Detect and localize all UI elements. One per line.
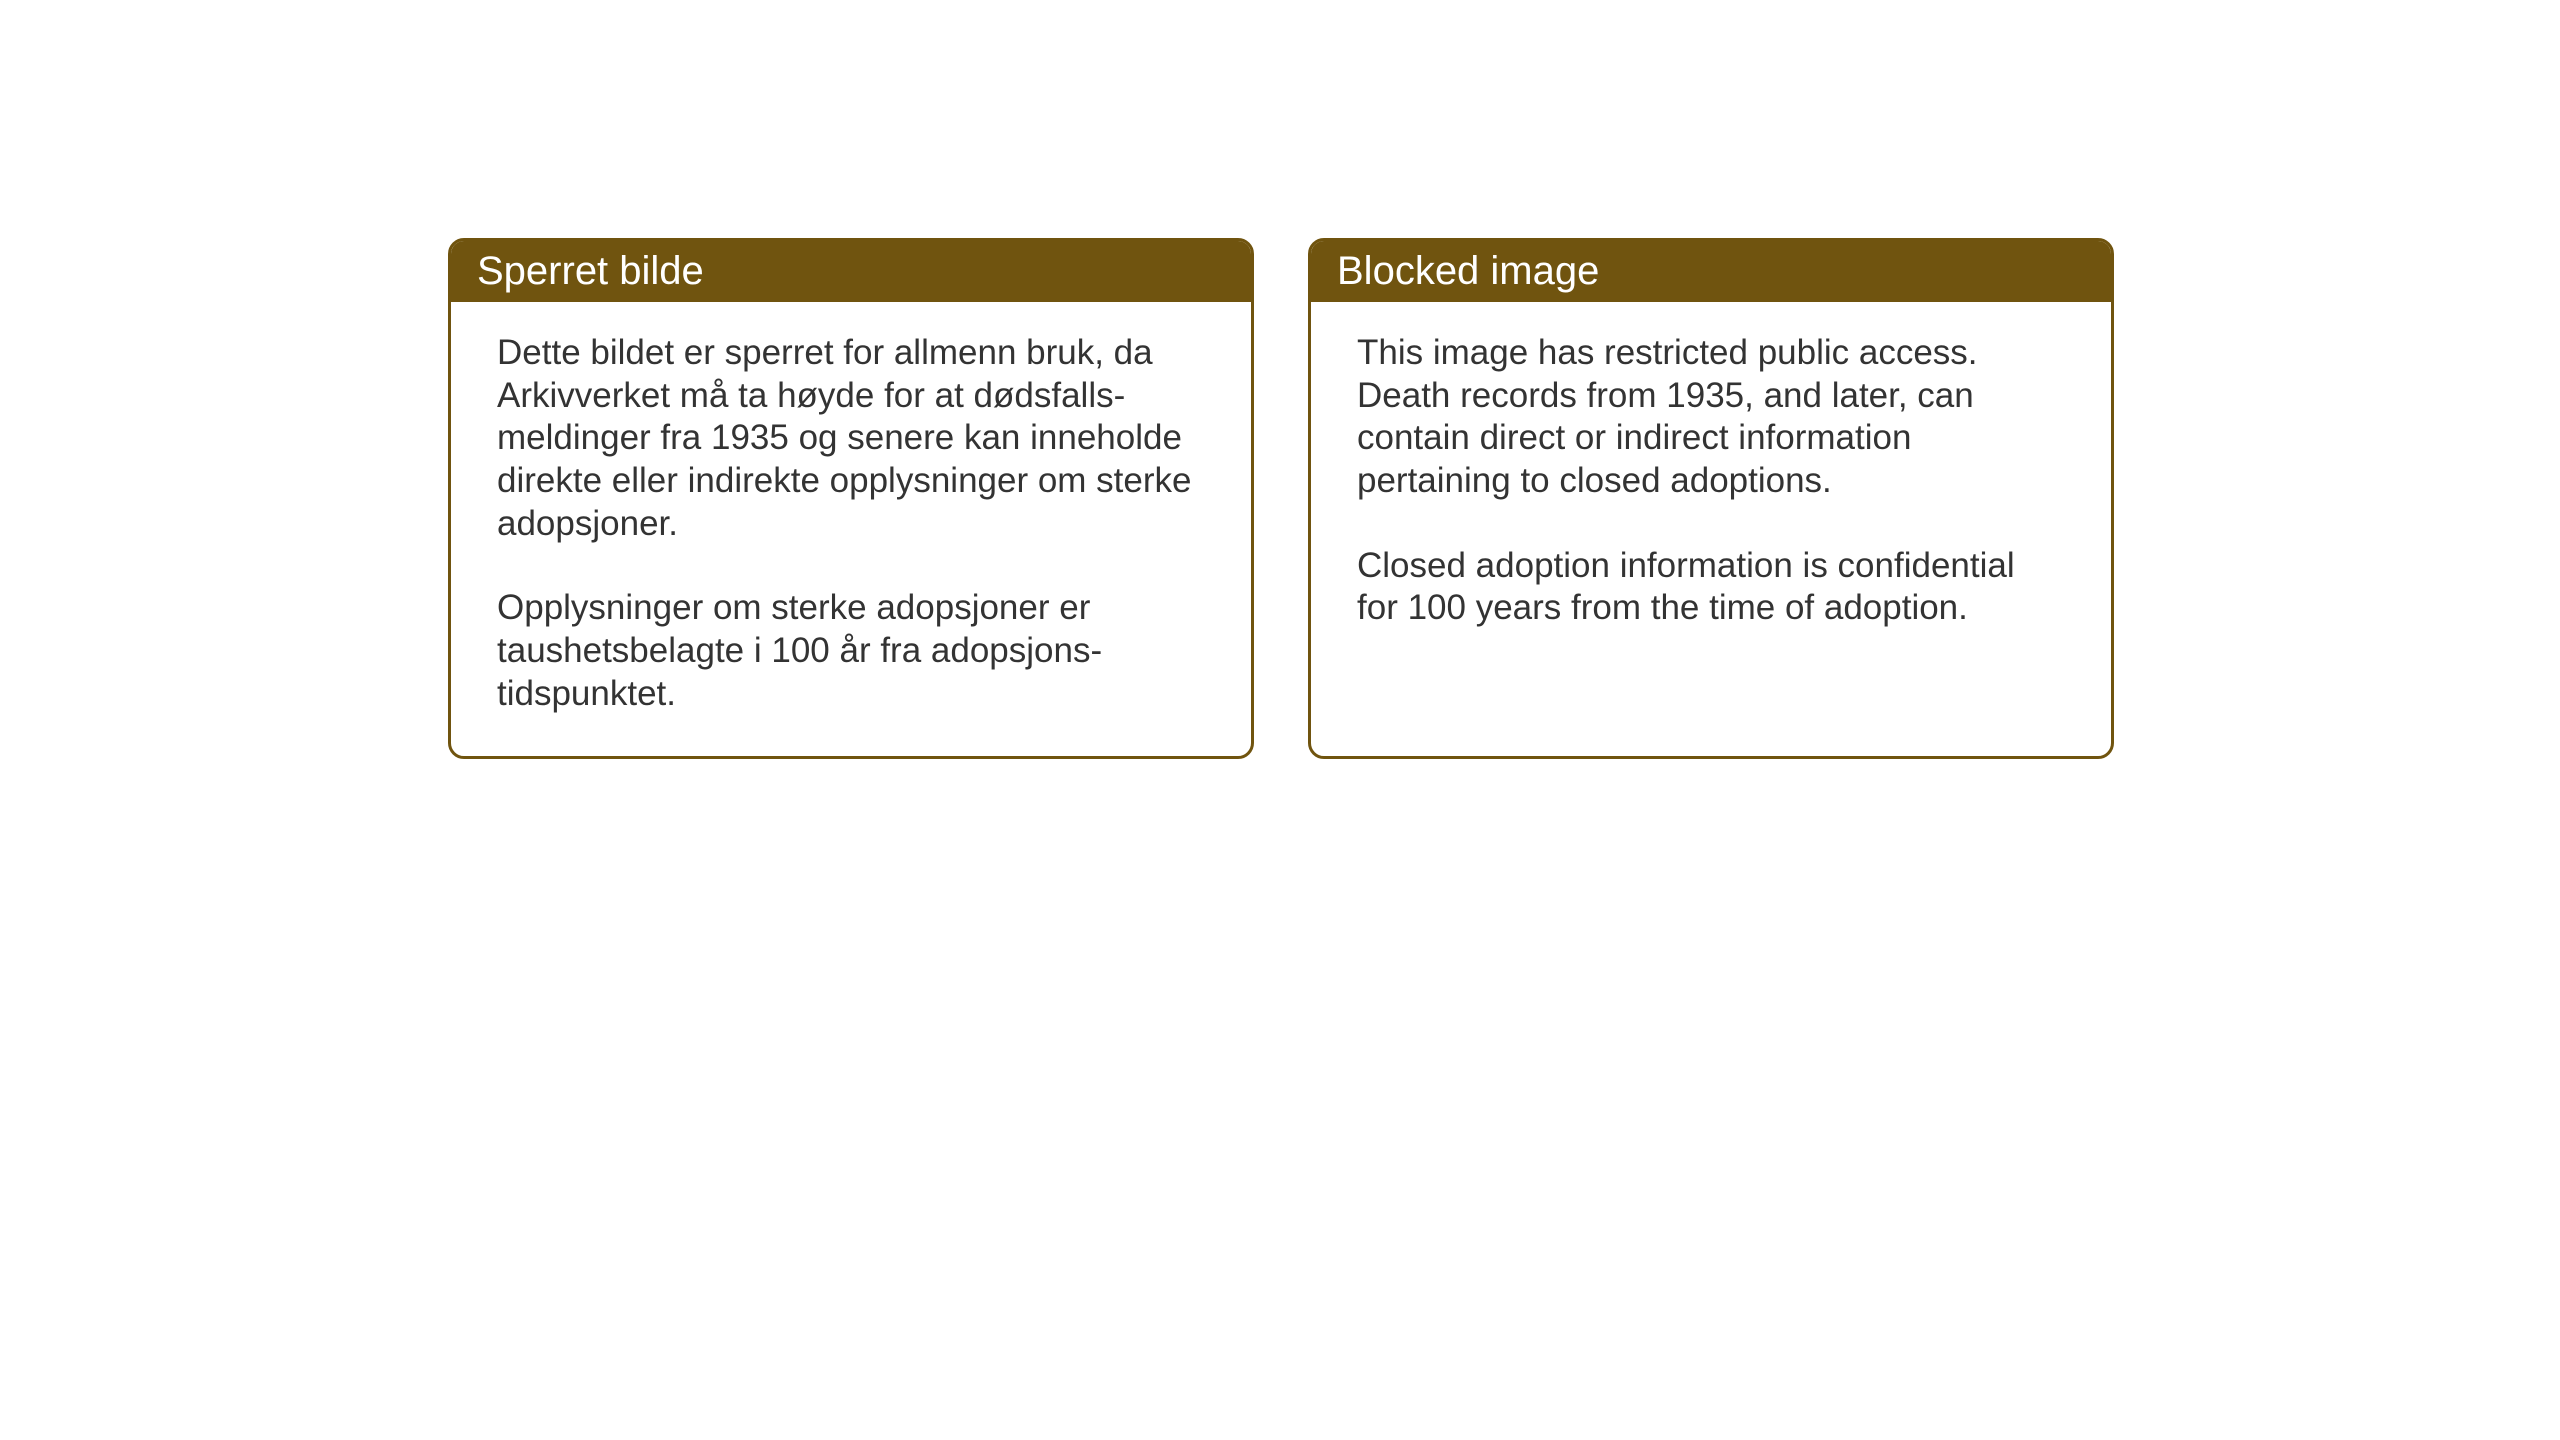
notice-paragraph-2-english: Closed adoption information is confident… — [1357, 545, 2065, 630]
notice-body-norwegian: Dette bildet er sperret for allmenn bruk… — [451, 302, 1251, 756]
notice-paragraph-1-english: This image has restricted public access.… — [1357, 332, 2065, 503]
notice-body-english: This image has restricted public access.… — [1311, 302, 2111, 732]
notice-paragraph-1-norwegian: Dette bildet er sperret for allmenn bruk… — [497, 332, 1205, 545]
notice-card-norwegian: Sperret bilde Dette bildet er sperret fo… — [448, 238, 1254, 759]
notice-card-english: Blocked image This image has restricted … — [1308, 238, 2114, 759]
notice-header-norwegian: Sperret bilde — [451, 241, 1251, 302]
notice-container: Sperret bilde Dette bildet er sperret fo… — [448, 238, 2114, 759]
notice-paragraph-2-norwegian: Opplysninger om sterke adopsjoner er tau… — [497, 587, 1205, 715]
notice-title-norwegian: Sperret bilde — [477, 249, 704, 293]
notice-title-english: Blocked image — [1337, 249, 1599, 293]
notice-header-english: Blocked image — [1311, 241, 2111, 302]
